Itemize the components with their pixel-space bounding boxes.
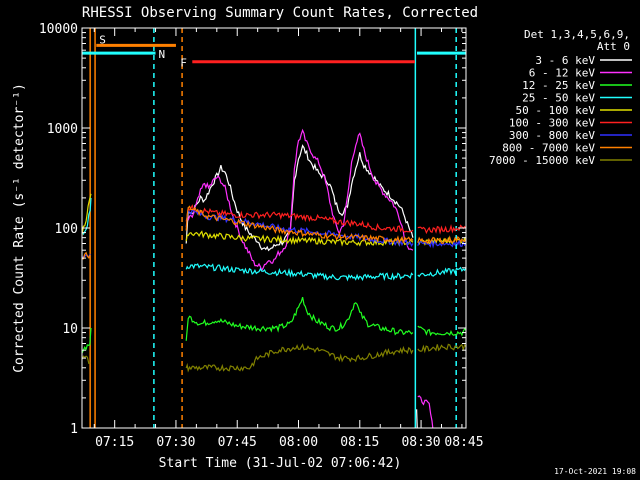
series-line xyxy=(417,395,434,428)
y-tick-label: 10000 xyxy=(39,22,78,37)
y-tick-label: 10 xyxy=(62,322,78,337)
x-tick-label: 07:30 xyxy=(156,435,195,450)
annotation-bars: S N F xyxy=(82,33,466,70)
series-line xyxy=(417,343,466,354)
series-line xyxy=(82,355,91,365)
series-line xyxy=(82,193,92,236)
legend-entry-label: 100 - 300 keV xyxy=(509,117,595,130)
series-line xyxy=(417,266,466,278)
x-tick-label: 08:00 xyxy=(279,435,318,450)
series-line xyxy=(416,409,418,428)
y-axis-label: Corrected Count Rate (s⁻¹ detector⁻¹) xyxy=(12,83,27,373)
legend-entry-label: 3 - 6 keV xyxy=(535,54,595,67)
chart-title: RHESSI Observing Summary Count Rates, Co… xyxy=(82,5,478,21)
series-line xyxy=(417,325,466,337)
series-line xyxy=(417,239,466,249)
series-line xyxy=(185,144,414,252)
legend-header-detectors: Det 1,3,4,5,6,9, xyxy=(524,28,630,41)
series-line xyxy=(185,205,414,244)
series-line xyxy=(185,230,414,247)
x-axis-label: Start Time (31-Jul-02 07:06:42) xyxy=(159,456,402,471)
series-line xyxy=(185,263,414,282)
y-tick-label: 100 xyxy=(55,222,78,237)
legend-entry-label: 12 - 25 keV xyxy=(522,79,595,92)
series-line xyxy=(185,296,414,341)
y-axis: 1 10 100 1000 10000 xyxy=(39,22,466,437)
annotation-label-n: N xyxy=(159,48,166,61)
legend-entry-label: 800 - 7000 keV xyxy=(502,142,595,155)
y-tick-label: 1000 xyxy=(47,122,78,137)
x-tick-label: 07:15 xyxy=(95,435,134,450)
x-tick-label: 08:45 xyxy=(444,435,483,450)
series-line xyxy=(82,251,91,260)
series-line xyxy=(185,204,414,233)
series-line xyxy=(187,128,414,272)
series-line xyxy=(417,235,466,245)
legend-entry-label: 7000 - 15000 keV xyxy=(489,154,595,167)
series-line xyxy=(185,343,414,373)
legend-entry-label: 6 - 12 keV xyxy=(529,67,596,80)
series-line xyxy=(417,236,466,246)
legend-entry-label: 50 - 100 keV xyxy=(516,104,596,117)
y-tick-label: 1 xyxy=(70,422,78,437)
generation-timestamp: 17-Oct-2021 19:08 xyxy=(554,467,636,476)
legend-entry-label: 300 - 800 keV xyxy=(509,129,595,142)
annotation-label-s: S xyxy=(99,33,106,46)
x-tick-label: 07:45 xyxy=(218,435,257,450)
x-tick-label: 08:15 xyxy=(340,435,379,450)
legend-entry-label: 25 - 50 keV xyxy=(522,92,595,105)
x-tick-label: 08:30 xyxy=(401,435,440,450)
legend-header-attenuator: Att 0 xyxy=(597,40,630,53)
series-line xyxy=(417,223,466,235)
series-layer xyxy=(82,128,466,428)
annotation-label-f: F xyxy=(180,57,187,70)
x-axis: 07:15 07:30 07:45 08:00 08:15 08:30 08:45 xyxy=(93,28,484,450)
